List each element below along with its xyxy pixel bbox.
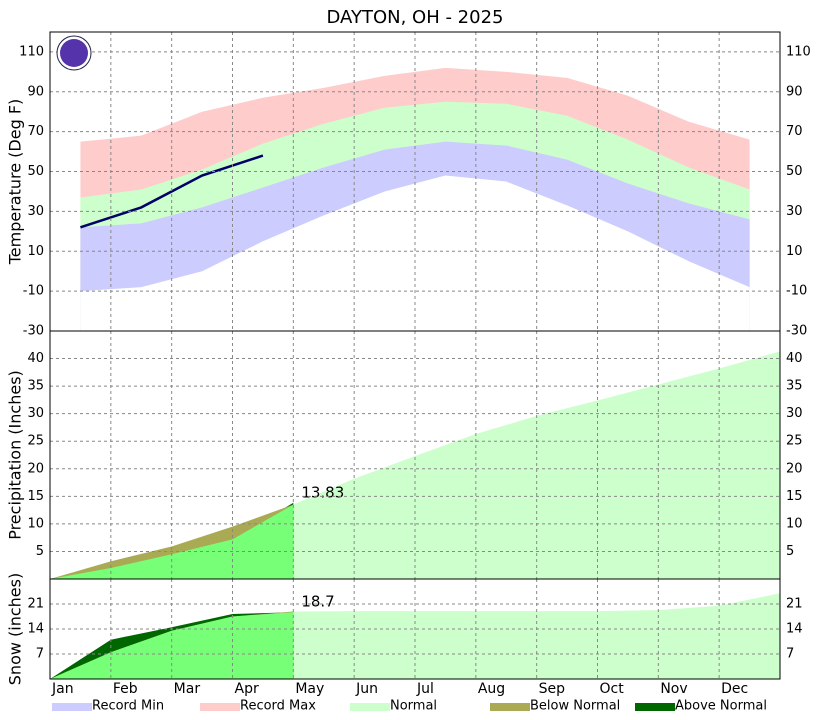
y-tick-label-right: 70 [786,124,803,139]
y-tick-label-right: -10 [786,284,807,299]
legend-label: Record Max [240,699,316,714]
y-tick-label-right: 14 [786,622,803,637]
y-tick-label: 5 [36,544,44,559]
y-tick-label: 14 [27,622,44,637]
y-tick-label: 30 [27,406,44,421]
y-axis-label: Temperature (Deg F) [6,99,25,266]
logo-inner [60,39,88,67]
y-tick-label-right: 5 [786,544,794,559]
legend-swatch [200,703,240,711]
y-axis-label: Precipitation (Inches) [6,370,25,540]
y-axis-label: Snow (inches) [6,573,25,685]
y-tick-label-right: 110 [786,44,811,59]
y-tick-label: 70 [27,124,44,139]
x-tick-label: May [295,681,324,697]
y-tick-label: 21 [27,597,44,612]
y-tick-label-right: 30 [786,406,803,421]
legend-label: Above Normal [675,699,767,714]
legend-label: Below Normal [530,699,620,714]
y-tick-label-right: 25 [786,434,803,449]
y-tick-label: 7 [36,647,44,662]
y-tick-label: 110 [19,44,44,59]
y-tick-label: 20 [27,461,44,476]
x-tick-label: Sep [539,681,566,697]
x-tick-label: Jul [416,681,434,697]
y-tick-label-right: 90 [786,84,803,99]
x-tick-label: Dec [721,681,748,697]
x-tick-label: Oct [600,681,625,697]
x-tick-label: Jan [51,681,74,697]
legend-swatch [490,703,530,711]
y-tick-label: 25 [27,434,44,449]
legend-swatch [52,703,92,711]
y-tick-label-right: 7 [786,647,794,662]
legend-label: Record Min [92,699,164,714]
y-tick-label-right: 15 [786,489,803,504]
x-tick-label: Feb [113,681,138,697]
y-tick-label-right: 10 [786,516,803,531]
y-tick-label-right: 21 [786,597,803,612]
value-label: 18.7 [301,593,334,611]
y-tick-label: 35 [27,379,44,394]
x-tick-label: Mar [174,681,201,697]
y-tick-label: 50 [27,164,44,179]
legend-swatch [635,703,675,711]
y-tick-label-right: 35 [786,379,803,394]
y-tick-label: 40 [27,351,44,366]
legend-swatch [350,703,390,711]
legend-label: Normal [390,699,437,714]
y-tick-label-right: 50 [786,164,803,179]
x-tick-label: Aug [478,681,505,697]
y-tick-label: -30 [23,324,44,339]
value-label: 13.83 [301,483,344,501]
y-tick-label-right: -30 [786,324,807,339]
y-tick-label: 90 [27,84,44,99]
y-tick-label: 30 [27,204,44,219]
y-tick-label-right: 20 [786,461,803,476]
chart-title: DAYTON, OH - 2025 [327,7,504,28]
y-tick-label: 10 [27,516,44,531]
x-tick-label: Nov [660,681,687,697]
y-tick-label-right: 40 [786,351,803,366]
y-tick-label: 10 [27,244,44,259]
y-tick-label-right: 30 [786,204,803,219]
x-tick-label: Jun [355,681,378,697]
x-tick-label: Apr [235,681,259,697]
y-tick-label: -10 [23,284,44,299]
temperature-area [80,175,750,331]
panel-frame [49,578,781,680]
y-tick-label: 15 [27,489,44,504]
y-tick-label-right: 10 [786,244,803,259]
